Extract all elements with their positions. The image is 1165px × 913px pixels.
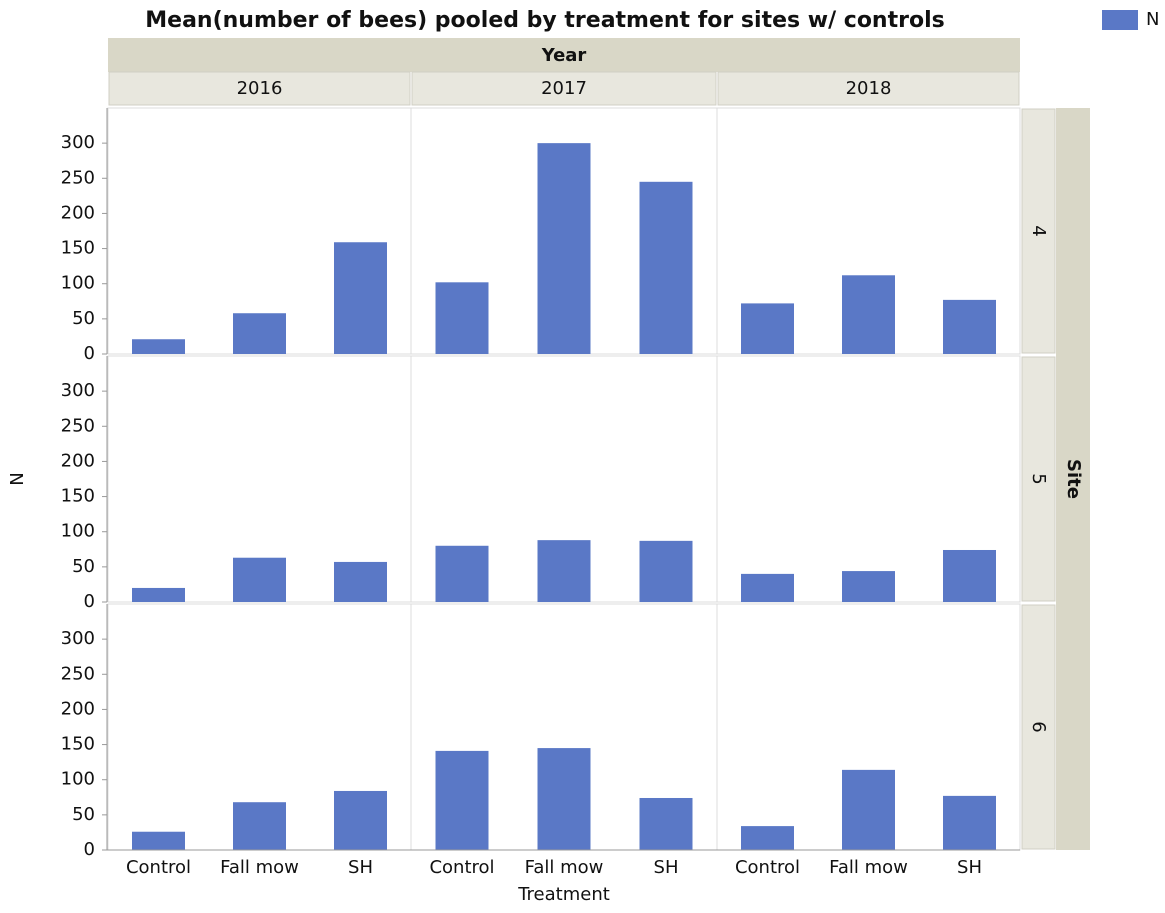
bar — [233, 802, 286, 850]
bar — [435, 545, 489, 602]
row-facet-cell — [1021, 108, 1056, 354]
y-tick-label: 50 — [72, 556, 95, 577]
y-tick-label: 300 — [61, 380, 95, 401]
bar — [943, 795, 996, 850]
bar — [334, 561, 387, 602]
column-facet-cell — [411, 71, 717, 106]
bar — [435, 750, 489, 850]
column-facet-value: 2018 — [846, 78, 892, 99]
y-tick-label: 100 — [61, 521, 95, 542]
y-tick-label: 100 — [61, 273, 95, 294]
y-tick-label: 250 — [61, 167, 95, 188]
legend-label: N — [1146, 9, 1159, 30]
y-tick-label: 150 — [61, 734, 95, 755]
bar — [639, 540, 693, 602]
bar — [334, 790, 387, 850]
x-tick-label: Control — [735, 857, 800, 878]
bar — [537, 748, 591, 850]
chart-title: Mean(number of bees) pooled by treatment… — [145, 8, 944, 33]
y-tick-label: 100 — [61, 769, 95, 790]
y-tick-label: 200 — [61, 202, 95, 223]
bar — [435, 282, 489, 354]
bar — [233, 313, 286, 354]
y-axis-label: N — [7, 472, 28, 485]
bar — [741, 573, 794, 602]
bar — [943, 549, 996, 602]
y-tick-label: 200 — [61, 698, 95, 719]
y-tick-label: 300 — [61, 132, 95, 153]
bar — [132, 339, 185, 354]
row-facet-value: 6 — [1028, 721, 1049, 732]
y-tick-label: 0 — [84, 591, 95, 612]
bar — [334, 242, 387, 354]
x-tick-label: SH — [654, 857, 679, 878]
legend-swatch — [1102, 10, 1138, 30]
bar — [132, 587, 185, 602]
y-tick-label: 0 — [84, 343, 95, 364]
y-tick-label: 50 — [72, 804, 95, 825]
bar — [537, 143, 591, 354]
column-facet-value: 2016 — [237, 78, 283, 99]
column-facet-header — [108, 38, 1020, 72]
x-tick-label: Fall mow — [220, 857, 299, 878]
bar — [639, 797, 693, 850]
bar — [233, 557, 286, 602]
column-facet-label: Year — [541, 45, 587, 66]
row-facet-cell — [1021, 604, 1056, 850]
x-axis-label: Treatment — [517, 884, 610, 905]
y-tick-label: 300 — [61, 628, 95, 649]
bar — [741, 826, 794, 850]
column-facet-value: 2017 — [541, 78, 587, 99]
column-facet-cell — [108, 71, 411, 106]
bar — [943, 299, 996, 354]
y-tick-label: 150 — [61, 238, 95, 259]
bar — [842, 769, 895, 850]
y-tick-label: 50 — [72, 308, 95, 329]
bar — [741, 303, 794, 354]
x-tick-label: Control — [126, 857, 191, 878]
y-tick-label: 150 — [61, 486, 95, 507]
x-tick-label: Fall mow — [829, 857, 908, 878]
bar — [842, 275, 895, 354]
bar — [132, 831, 185, 850]
y-tick-label: 200 — [61, 450, 95, 471]
row-facet-header — [1056, 108, 1090, 850]
x-tick-label: SH — [348, 857, 373, 878]
bar — [842, 571, 895, 602]
column-facet-cell — [717, 71, 1020, 106]
row-facet-label: Site — [1063, 459, 1084, 499]
row-facet-cell — [1021, 356, 1056, 602]
bar — [537, 540, 591, 602]
row-facet-value: 5 — [1028, 473, 1049, 484]
y-tick-label: 250 — [61, 415, 95, 436]
x-tick-label: SH — [957, 857, 982, 878]
bar — [639, 181, 693, 354]
y-tick-label: 250 — [61, 663, 95, 684]
x-tick-label: Fall mow — [525, 857, 604, 878]
y-tick-label: 0 — [84, 839, 95, 860]
x-tick-label: Control — [429, 857, 494, 878]
row-facet-value: 4 — [1028, 225, 1049, 236]
